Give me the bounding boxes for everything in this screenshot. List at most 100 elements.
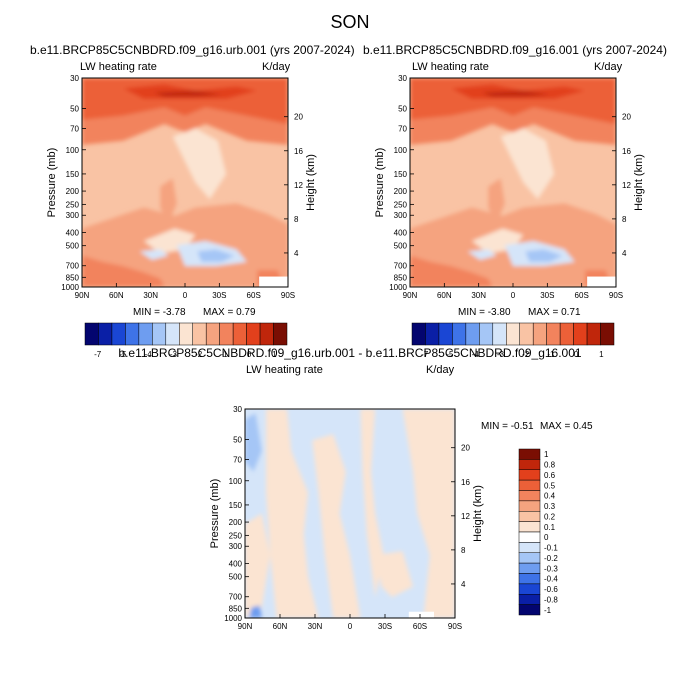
colorbar-box [518,490,541,502]
panel1-subtitle-right: K/day [262,61,291,73]
y-tick-label: 850 [229,604,243,613]
colorbar-label: -0.2 [544,554,558,563]
y-right-tick-label: 16 [294,147,303,156]
y-tick-label: 30 [233,405,242,414]
colorbar-label: -2 [522,350,530,359]
panel1-min: MIN = -3.78 [133,307,186,318]
colorbar-box [246,322,261,346]
y-right-axis-label: Height (km) [472,485,484,542]
panel1-colorbar: -7 -5 -4 -3 -2 -1 0 1 [84,322,288,359]
x-tick-label: 60S [575,291,589,300]
y-right-axis-label: Height (km) [305,154,317,211]
x-tick-label: 60N [437,291,452,300]
colorbar-box [518,531,541,543]
diff-positive-region [402,409,455,618]
panel1-title: b.e11.BRCP85C5CNBDRD.f09_g16.urb.001 (yr… [30,43,355,57]
panel1-max: MAX = 0.79 [203,307,256,318]
x-tick-label: 60S [413,622,427,631]
y-tick-label: 50 [233,435,242,444]
colorbar-box [259,322,274,346]
panel3-subtitle-right: K/day [426,364,455,376]
colorbar-label: 0.5 [544,481,556,490]
x-tick-label: 30N [308,622,323,631]
diff-positive-region [245,513,271,618]
y-tick-label: 70 [398,125,407,134]
panel3-max: MAX = 0.45 [540,421,593,432]
y-tick-label: 30 [70,74,79,83]
y-tick-label: 150 [229,501,243,510]
y-tick-label: 1000 [61,283,79,292]
colorbar-box [573,322,588,346]
colorbar-box [411,322,426,346]
y-tick-label: 100 [66,146,80,155]
colorbar-box [518,542,541,553]
y-right-tick-label: 4 [461,580,466,589]
y-tick-label: 30 [398,74,407,83]
y-tick-label: 200 [394,187,408,196]
colorbar-box [518,479,541,491]
colorbar-label: -3 [170,350,178,359]
colorbar-box [518,604,541,616]
diff-positive-region [312,434,361,618]
y-axis-label: Pressure (mb) [209,479,221,549]
colorbar-box [586,322,601,346]
y-tick-label: 400 [229,559,243,568]
field-eq-column [488,178,505,225]
panel3-min: MIN = -0.51 [481,421,534,432]
colorbar-label: 0.6 [544,471,556,480]
colorbar-box [518,594,541,605]
y-tick-label: 70 [233,456,242,465]
field-mask [259,276,288,287]
colorbar-box [518,511,541,522]
panel1-field [82,78,288,287]
colorbar-box [506,322,520,346]
colorbar-label: -5 [446,350,454,359]
x-tick-label: 90N [403,291,418,300]
y-tick-label: 300 [394,211,408,220]
colorbar-box [479,322,494,346]
y-tick-label: 150 [394,170,408,179]
y-right-tick-label: 8 [622,215,627,224]
colorbar-box [518,500,541,512]
field-tropopause-max [482,90,551,97]
x-tick-label: 0 [183,291,188,300]
y-tick-label: 700 [229,593,243,602]
colorbar-label: -0.6 [544,585,558,594]
y-tick-label: 1000 [224,614,242,623]
x-tick-label: 0 [511,291,516,300]
y-tick-label: 700 [394,262,408,271]
field-band-nh-surface [410,255,493,287]
y-right-tick-label: 16 [461,478,470,487]
x-tick-label: 0 [348,622,353,631]
y-tick-label: 850 [66,273,80,282]
y-tick-label: 70 [70,125,79,134]
y-tick-label: 150 [66,170,80,179]
y-tick-label: 250 [394,200,408,209]
y-tick-label: 100 [229,477,243,486]
y-tick-label: 200 [229,518,243,527]
colorbar-box [518,562,541,574]
colorbar-box [452,322,467,346]
panel2-max: MAX = 0.71 [528,307,581,318]
diff-positive-region [360,409,384,598]
colorbar-box [492,322,507,346]
colorbar-label: 1 [272,350,277,359]
colorbar-box [600,322,615,346]
colorbar-label: 0 [247,350,252,359]
diff-positive-region [375,551,413,598]
colorbar-label: 0.2 [544,512,556,521]
y-tick-label: 400 [394,228,408,237]
y-tick-label: 500 [394,242,408,251]
y-tick-label: 50 [70,104,79,113]
colorbar-box [425,322,440,346]
colorbar-box [518,583,541,595]
x-tick-label: 60N [109,291,124,300]
y-right-tick-label: 20 [461,444,470,453]
panel2-subtitle-left: LW heating rate [412,61,489,73]
panel1-subtitle-left: LW heating rate [80,61,157,73]
colorbar-box [111,322,126,346]
colorbar-label: -1 [220,350,228,359]
